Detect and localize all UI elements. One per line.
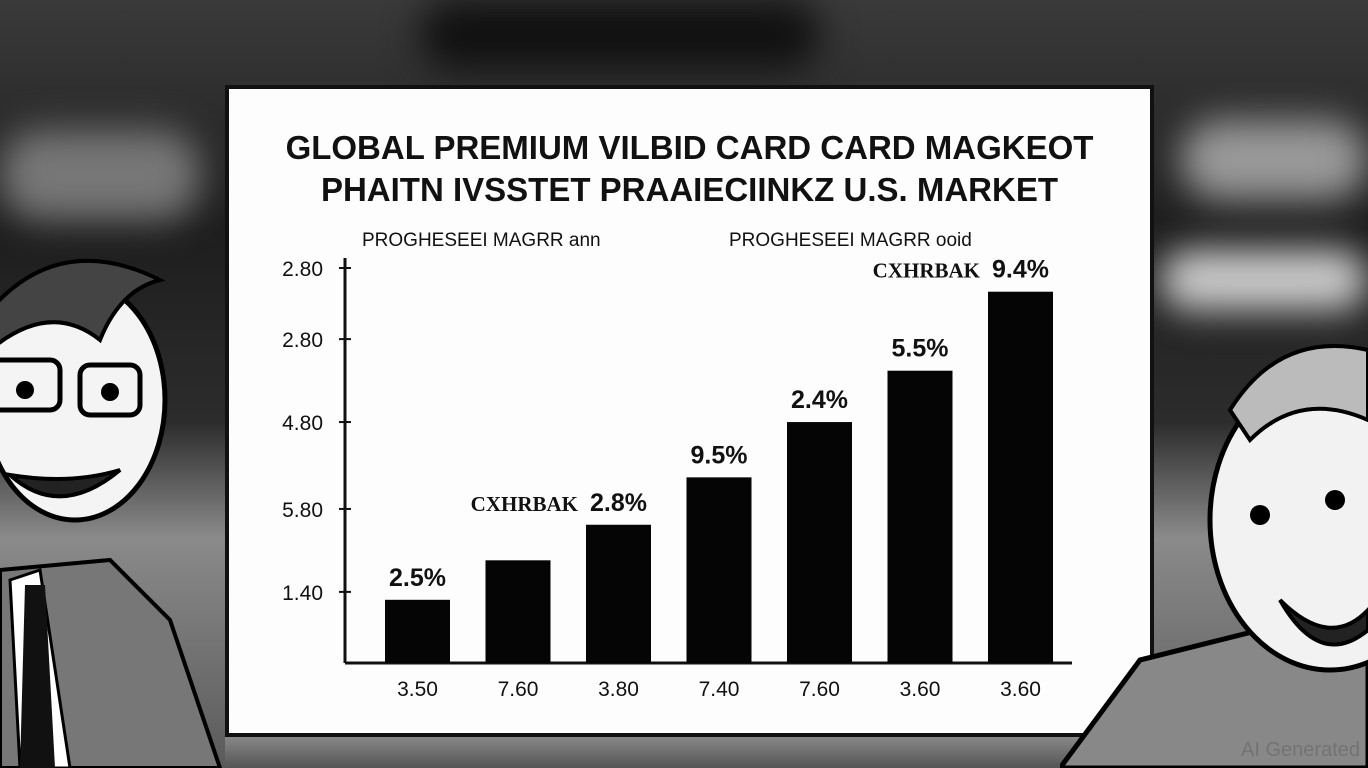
data-label: 2.8% [590, 489, 647, 517]
y-tick-label: 4.80 [282, 412, 323, 435]
cartoon-man-right [1060, 344, 1368, 768]
data-label: 2.5% [389, 564, 446, 592]
bar [988, 291, 1053, 663]
annotation-label: CXHRBAK [471, 492, 579, 516]
bar [887, 370, 953, 663]
annotation-label: CXHRBAK [873, 259, 981, 283]
x-tick-label: 7.60 [799, 678, 840, 701]
y-tick-label: 2.80 [282, 329, 323, 352]
x-tick-label: 3.50 [397, 678, 438, 701]
chart-title: GLOBAL PREMIUM VILBID CARD CARD MAGKEOT [285, 129, 1094, 166]
series-label-1: PROGHESEEI MAGRR ann [362, 230, 601, 251]
cartoon-man-left [0, 258, 223, 768]
x-tick-label: 7.60 [498, 678, 539, 701]
data-label: 9.5% [691, 441, 748, 469]
chart-board: GLOBAL PREMIUM VILBID CARD CARD MAGKEOT … [225, 85, 1154, 737]
x-tick-label: 7.40 [699, 678, 740, 701]
y-tick-label: 2.80 [282, 258, 323, 281]
data-label: 9.4% [992, 256, 1049, 284]
data-label: 5.5% [892, 335, 949, 363]
bar-chart: 1.40 5.80 4.80 2.80 2.80 3.50 2.5% 7.60 3.80 2.8%… [282, 256, 1072, 701]
bar [686, 477, 752, 663]
table-edge [225, 737, 1154, 768]
chart-subtitle: PHAITN IVSSTET PRAAIECIINKZ U.S. MARKET [320, 171, 1059, 208]
bar [485, 560, 551, 663]
y-tick-label: 5.80 [282, 499, 323, 522]
series-label-2: PROGHESEEI MAGRR ooid [729, 230, 972, 251]
x-tick-label: 3.80 [598, 678, 639, 701]
x-tick-label: 3.60 [900, 678, 941, 701]
watermark: AI Generated [1241, 739, 1360, 761]
bar [385, 599, 450, 663]
y-tick-label: 1.40 [282, 582, 323, 605]
bar [586, 524, 651, 663]
x-tick-label: 3.60 [1000, 678, 1041, 701]
bar [787, 422, 852, 663]
data-label: 2.4% [791, 386, 848, 414]
